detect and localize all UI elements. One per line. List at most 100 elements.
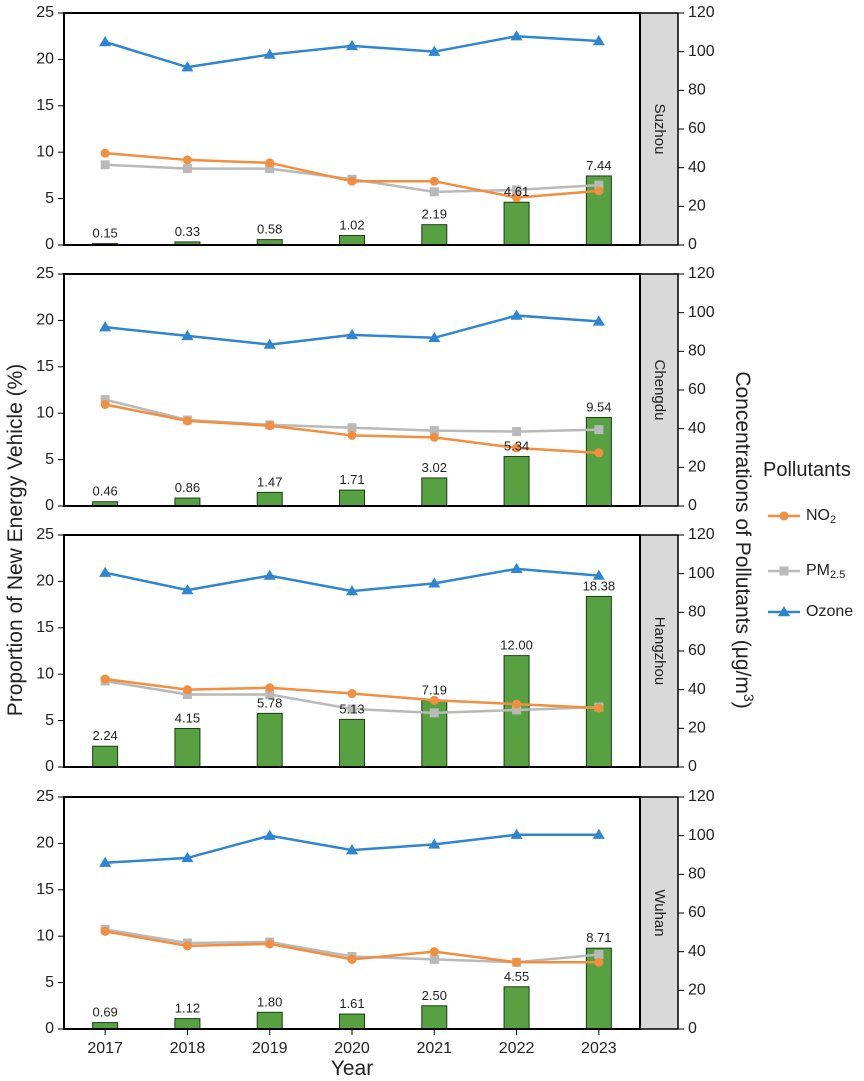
pm25-point — [100, 395, 110, 405]
pm25-point — [182, 164, 192, 174]
ozone-point — [592, 315, 605, 326]
right-tick-label: 80 — [688, 343, 706, 360]
nev-bar — [339, 235, 365, 246]
bar-data-label: 0.86 — [175, 480, 200, 495]
right-tick-label: 20 — [688, 982, 706, 999]
ozone-point — [181, 329, 194, 341]
legend-label: NO2 — [806, 507, 836, 526]
bar-data-label: 1.12 — [175, 1001, 200, 1016]
pm25-point — [429, 187, 439, 197]
nev-bar — [174, 497, 201, 507]
panel-suzhou: Suzhou 0 5 10 15 20 25 0 20 40 60 80 100 120 0.15 0.33 0… — [36, 4, 715, 253]
ozone-point — [428, 838, 441, 849]
ozone-point — [263, 338, 276, 349]
no2-point — [512, 957, 522, 967]
bar-data-label: 5.13 — [339, 701, 364, 716]
no2-point — [429, 695, 439, 705]
left-tick-label: 20 — [36, 835, 54, 852]
nev-bar — [585, 595, 612, 768]
ozone-point — [263, 569, 276, 580]
pm25-point — [347, 423, 357, 433]
legend-entry-triangle: Ozone — [768, 603, 853, 620]
pm25-point — [594, 425, 604, 435]
ozone-point — [346, 585, 358, 596]
legend-label-subscript: 2.5 — [830, 569, 845, 581]
no2-point — [100, 148, 110, 158]
nev-bar — [339, 718, 365, 768]
pm25-point — [347, 704, 357, 714]
right-tick-label: 100 — [688, 304, 715, 321]
no2-point — [594, 703, 604, 713]
pm25-point — [429, 426, 439, 436]
right-tick-label: 120 — [688, 526, 715, 543]
left-tick-label: 25 — [36, 788, 54, 805]
left-tick-label: 5 — [45, 190, 54, 207]
ozone-point — [510, 828, 523, 839]
ozone-point — [592, 828, 605, 839]
ozone-point — [99, 856, 112, 867]
facet-strip — [639, 12, 679, 246]
left-tick-label: 5 — [45, 451, 54, 468]
ozone-point — [181, 584, 194, 595]
bar-data-label: 0.58 — [257, 222, 282, 237]
legend-label: Ozone — [806, 603, 853, 620]
bar-data-label: 2.19 — [422, 207, 447, 222]
left-tick-label: 0 — [45, 497, 54, 514]
no2-point — [100, 926, 110, 936]
no2-point — [182, 155, 192, 165]
bar-data-label: 7.19 — [422, 682, 447, 697]
pm25-point — [512, 427, 522, 437]
bar-data-label: 0.46 — [92, 484, 117, 499]
nev-bar — [339, 1013, 365, 1030]
right-tick-label: 60 — [688, 381, 706, 398]
facet-label: Suzhou — [651, 104, 668, 155]
no2-point — [265, 683, 275, 693]
bar-data-label: 0.69 — [92, 1005, 117, 1020]
nev-bar — [256, 1011, 283, 1030]
left-tick-label: 5 — [45, 712, 54, 729]
nev-bar — [503, 455, 530, 507]
legend-swatch-marker — [778, 606, 790, 617]
pm25-point — [182, 690, 192, 699]
bar-data-label: 7.44 — [586, 158, 611, 173]
left-tick-label: 0 — [45, 236, 54, 253]
left-tick-label: 25 — [36, 265, 54, 282]
no2-point — [265, 939, 275, 949]
no2-point — [429, 176, 439, 186]
right-tick-label: 100 — [688, 43, 715, 60]
no2-point — [100, 400, 110, 409]
panel-chengdu: Chengdu 0 5 10 15 20 25 0 20 40 60 80 100 120 0.46 0.86… — [36, 265, 715, 514]
pm25-point — [594, 180, 604, 190]
ozone-point — [263, 829, 276, 840]
ozone-point — [510, 562, 523, 574]
x-tick-label: 2020 — [334, 1040, 370, 1057]
right-tick-label: 20 — [688, 198, 706, 215]
bar-data-label: 3.02 — [422, 460, 447, 475]
right-tick-label: 80 — [688, 604, 706, 621]
facet-label: Wuhan — [651, 889, 668, 936]
ozone-point — [99, 36, 112, 47]
left-tick-label: 5 — [45, 974, 54, 991]
no2-point — [594, 448, 604, 458]
no2-point — [347, 176, 357, 186]
right-tick-label: 40 — [688, 943, 706, 960]
legend: Pollutants NO2 PM2.5 Ozone — [763, 459, 853, 620]
bar-data-label: 4.55 — [504, 969, 529, 984]
ozone-point — [428, 577, 441, 588]
legend-swatch-marker — [779, 511, 789, 521]
no2-point — [512, 443, 522, 453]
no2-point — [429, 432, 439, 442]
ozone-point — [346, 844, 358, 855]
left-tick-label: 15 — [36, 619, 54, 636]
no2-point — [347, 430, 357, 440]
no2-point — [594, 957, 604, 967]
no2-point — [265, 421, 275, 431]
right-tick-label: 40 — [688, 420, 706, 437]
legend-label: PM2.5 — [806, 562, 845, 581]
bar-data-label: 5.78 — [257, 695, 282, 710]
left-tick-label: 15 — [36, 358, 54, 375]
bar-data-label: 8.71 — [586, 930, 611, 945]
bar-data-label: 1.80 — [257, 994, 282, 1009]
nev-bar — [92, 745, 119, 768]
